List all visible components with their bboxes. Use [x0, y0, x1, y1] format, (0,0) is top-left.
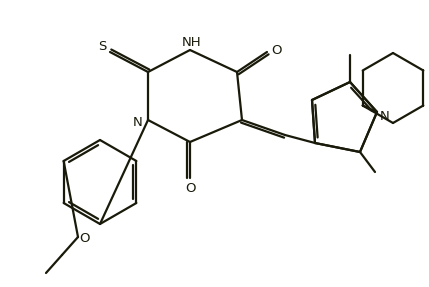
Text: O: O: [272, 44, 282, 57]
Text: O: O: [79, 232, 89, 245]
Text: N: N: [133, 117, 143, 129]
Text: S: S: [98, 40, 106, 53]
Text: N: N: [380, 110, 390, 123]
Text: NH: NH: [182, 36, 202, 49]
Text: O: O: [185, 181, 195, 195]
